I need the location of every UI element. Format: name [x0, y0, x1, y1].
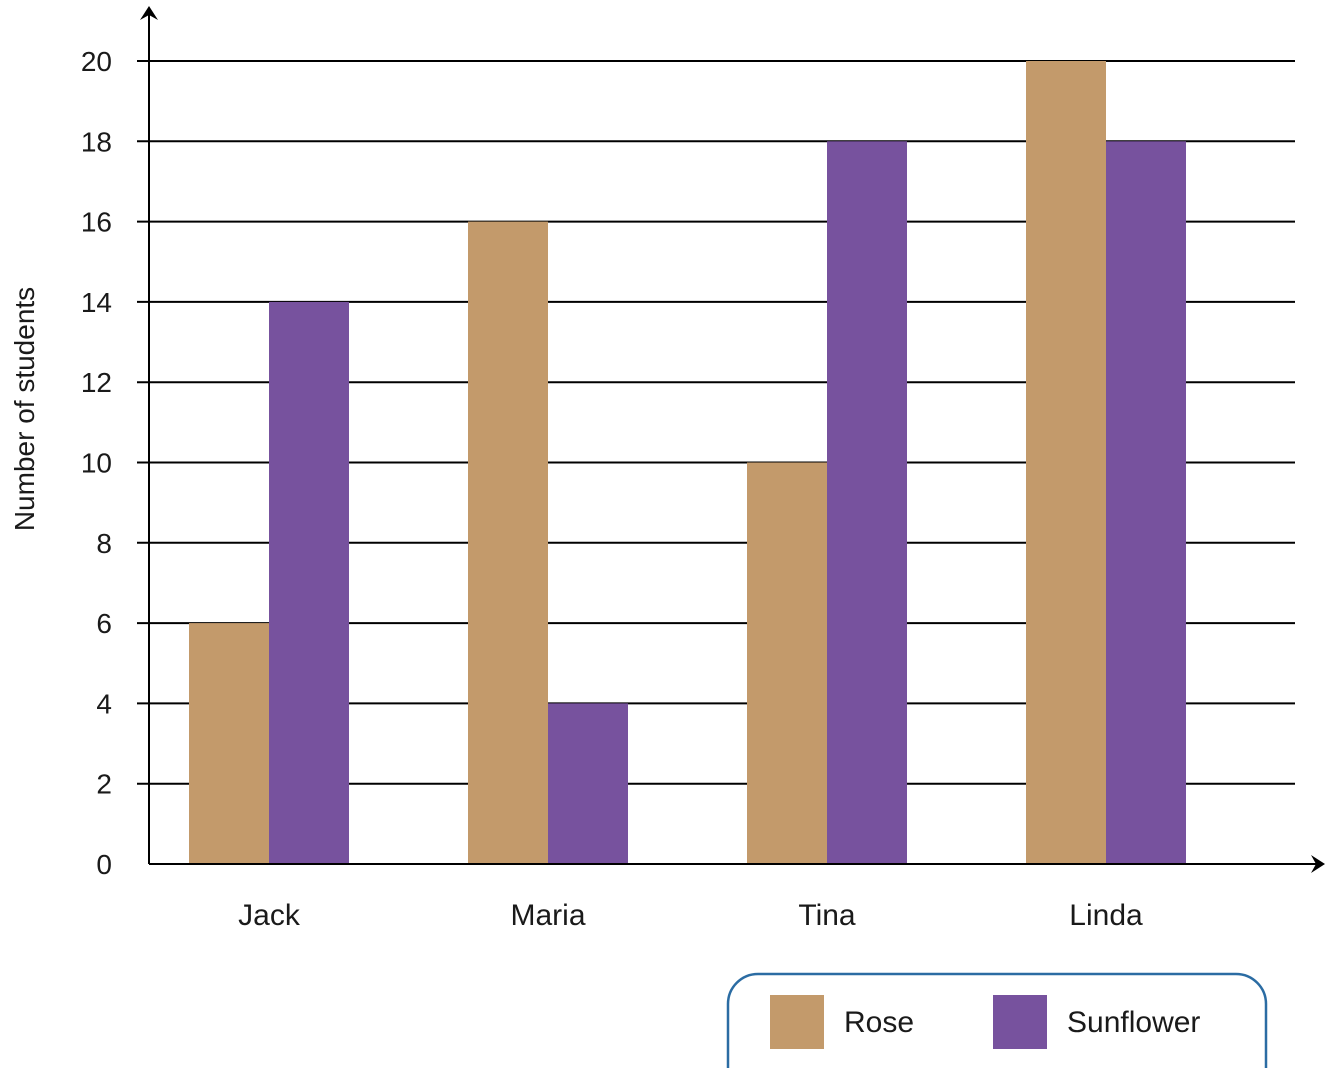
y-axis-arrow [140, 6, 158, 20]
y-tick-label: 6 [96, 608, 112, 639]
y-tick-label: 2 [96, 769, 112, 800]
bar-sunflower-jack [269, 301, 349, 864]
y-tick-label: 12 [81, 367, 112, 398]
x-tick-labels: Jack Maria Tina Linda [238, 899, 1143, 932]
axes [140, 6, 1325, 873]
x-tick-label: Linda [1069, 899, 1143, 932]
x-axis-arrow [1311, 855, 1325, 873]
x-tick-label: Maria [510, 899, 585, 932]
y-axis-label: Number of students [9, 287, 40, 531]
bars [189, 61, 1186, 865]
y-tick-label: 0 [96, 849, 112, 880]
x-tick-label: Tina [798, 899, 856, 932]
y-tick-label: 18 [81, 126, 112, 157]
y-tick-label: 20 [81, 46, 112, 77]
bar-rose-jack [189, 623, 269, 864]
bar-rose-maria [468, 221, 548, 865]
legend: Rose Sunflower [726, 972, 1268, 1068]
bar-sunflower-tina [827, 141, 907, 865]
legend-swatch-sunflower [993, 995, 1047, 1049]
y-tick-labels: 0 2 4 6 8 10 12 14 16 18 20 [81, 46, 112, 880]
bar-rose-tina [747, 462, 827, 864]
legend-box [726, 972, 1268, 1068]
y-tick-label: 14 [81, 287, 112, 318]
y-tick-label: 10 [81, 448, 112, 479]
bar-rose-linda [1026, 61, 1106, 864]
y-tick-label: 4 [96, 688, 112, 719]
legend-label-sunflower: Sunflower [1067, 1006, 1200, 1039]
bar-sunflower-maria [548, 703, 628, 864]
y-tick-label: 16 [81, 207, 112, 238]
bar-sunflower-linda [1106, 141, 1186, 865]
legend-label-rose: Rose [844, 1006, 914, 1039]
y-tick-label: 8 [96, 528, 112, 559]
legend-swatch-rose [770, 995, 824, 1049]
x-tick-label: Jack [238, 899, 301, 932]
